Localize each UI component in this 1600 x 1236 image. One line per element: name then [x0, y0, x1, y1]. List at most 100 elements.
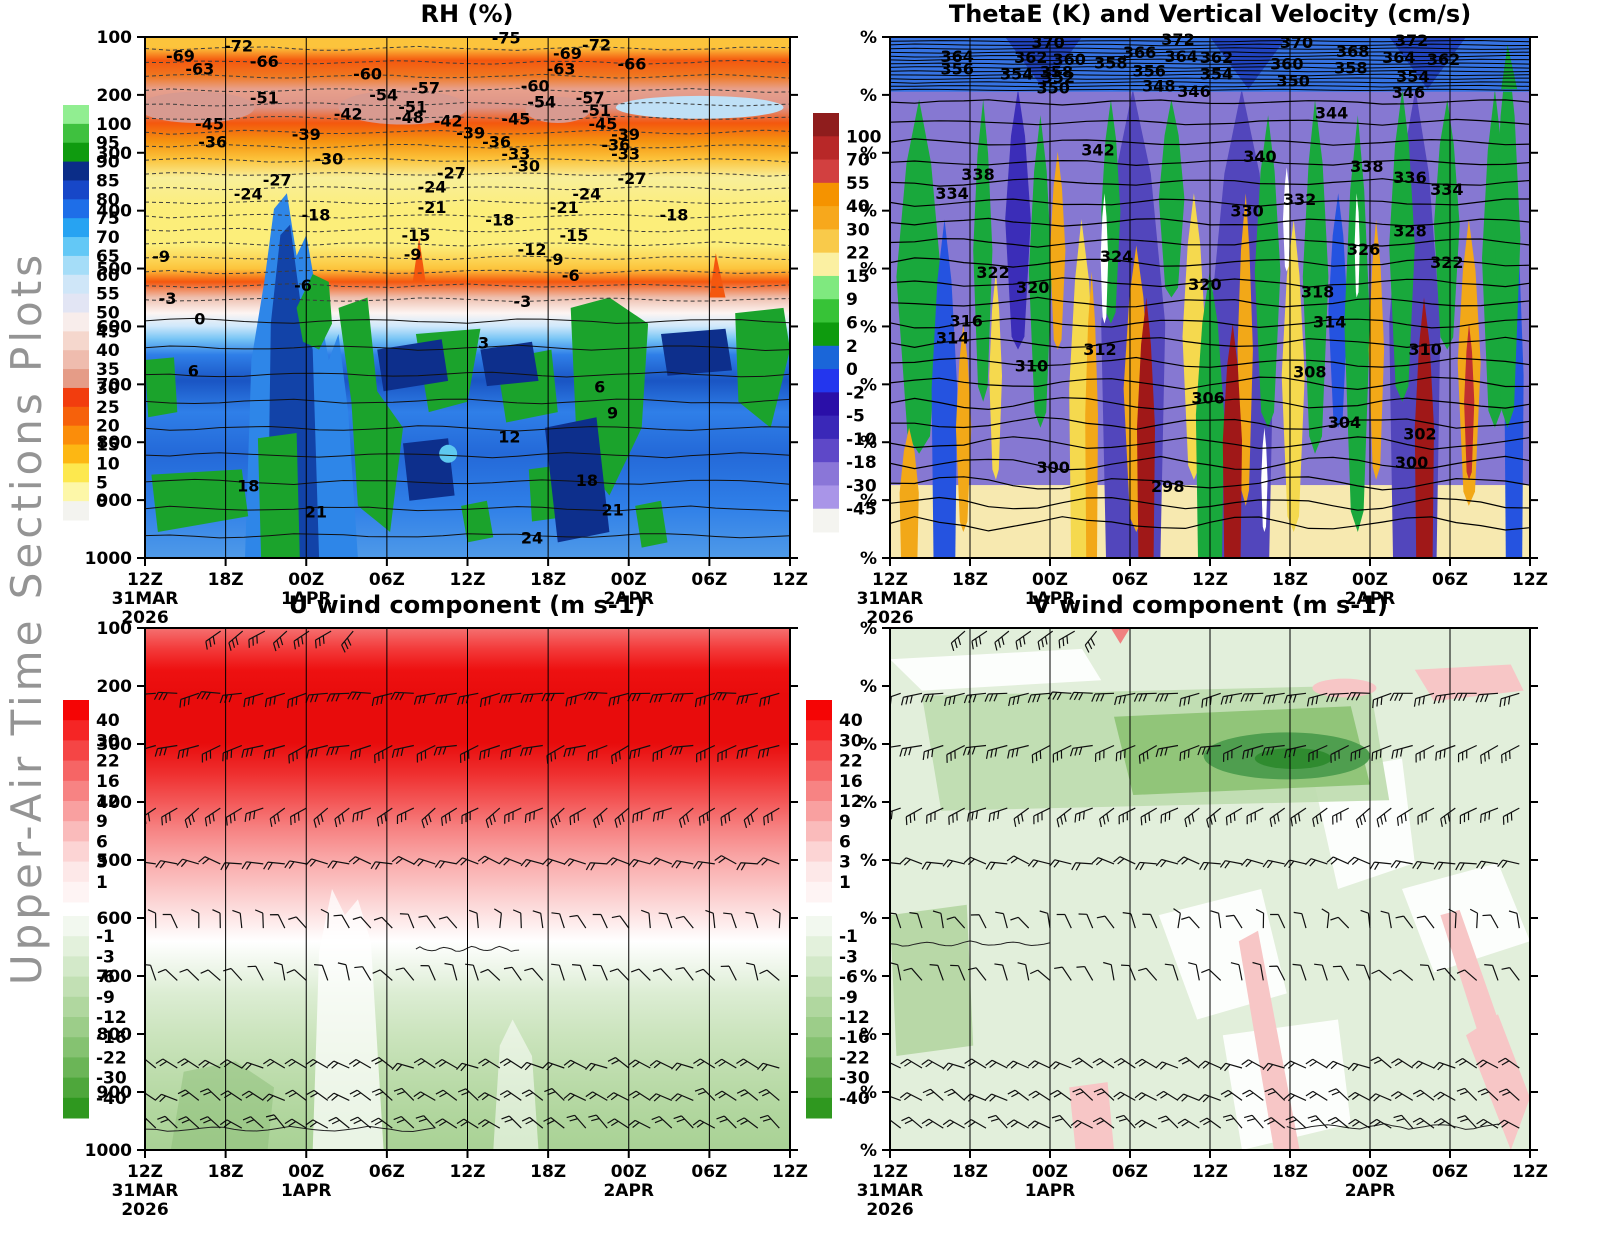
colorbar-label: 22 — [96, 752, 120, 772]
contour-label: -63 — [185, 60, 214, 79]
wind-barb — [763, 807, 780, 826]
wind-barb — [971, 630, 988, 650]
wind-barb — [1369, 1118, 1392, 1129]
wind-barb — [157, 968, 178, 981]
wind-barb — [241, 861, 264, 870]
x-tick-label: 06Z — [691, 570, 727, 590]
contour-label: 314 — [1313, 313, 1346, 332]
wind-barb — [244, 807, 264, 822]
wind-barb — [903, 967, 923, 981]
contour-label: 12 — [498, 427, 520, 446]
x-tick-label: 06Z — [369, 570, 405, 590]
contour-label: -54 — [527, 92, 556, 111]
wind-barb — [176, 858, 199, 868]
contour-label: -39 — [611, 125, 640, 144]
contour-label: -45 — [588, 115, 617, 134]
wind-barb — [1006, 855, 1029, 865]
wind-barb — [479, 692, 500, 708]
y-tick-label: % — [860, 1141, 877, 1161]
colorbar-swatch — [806, 760, 832, 782]
wind-barb — [929, 964, 944, 981]
wind-barb — [228, 630, 244, 651]
contour-label: 346 — [1177, 82, 1210, 101]
wind-barb — [1135, 861, 1157, 871]
wind-barb — [921, 1118, 944, 1129]
wind-barb — [1476, 1059, 1499, 1069]
wind-barb — [713, 692, 737, 701]
wind-barb — [225, 807, 243, 826]
contour-label: 344 — [1315, 103, 1348, 122]
wind-barb — [563, 1092, 587, 1101]
wind-barb — [1015, 630, 1032, 650]
y-tick-label: 1000 — [85, 549, 132, 569]
wind-barb — [348, 1058, 372, 1069]
contour-label: 324 — [1100, 247, 1133, 266]
wind-barb — [628, 1119, 651, 1129]
wind-barb — [370, 861, 393, 870]
wind-barb — [926, 807, 944, 824]
wind-barb — [611, 744, 630, 765]
wind-barb — [1440, 807, 1456, 827]
wind-barb — [994, 630, 1010, 651]
colorbar-label: 85 — [96, 171, 120, 191]
colorbar-swatch — [806, 916, 832, 937]
contour-label: 304 — [1328, 413, 1361, 432]
wind-barbs — [145, 630, 781, 1129]
wind-barb — [512, 909, 522, 929]
y-tick-label: 500 — [97, 851, 133, 871]
wind-barb — [198, 856, 221, 865]
wind-barb — [1484, 964, 1499, 981]
wind-barb — [592, 964, 608, 981]
wind-barb — [736, 692, 758, 705]
wind-barb — [587, 744, 608, 761]
wind-barb — [503, 966, 522, 981]
panel-uwind: U wind component (m s-1) 100 200 300 400 500… — [63, 591, 808, 1220]
wind-barb — [628, 1059, 651, 1069]
wind-barb — [254, 909, 264, 929]
wind-barb — [900, 692, 923, 706]
wind-barb — [415, 1115, 436, 1129]
wind-barb — [456, 1062, 479, 1072]
wind-barb — [585, 1062, 608, 1072]
wind-barb — [944, 692, 965, 707]
contour-label: -24 — [572, 185, 601, 204]
wind-barb — [611, 915, 630, 929]
wind-barb — [714, 1058, 737, 1069]
wind-barb — [962, 744, 987, 756]
wind-barb — [372, 969, 393, 981]
wind-barb — [1173, 908, 1181, 929]
wind-barb — [772, 908, 781, 929]
wind-barb — [736, 1089, 759, 1101]
colorbar-label: 70 — [846, 151, 870, 171]
x-year-label: 2026 — [121, 608, 168, 628]
wind-barb — [1198, 1094, 1221, 1103]
contour-label: 358 — [1040, 63, 1073, 82]
wind-barb — [499, 1090, 522, 1101]
field-shape — [1100, 193, 1109, 324]
x-date-label: 31MAR — [857, 589, 924, 609]
wind-barb — [161, 807, 178, 826]
wind-barb — [593, 807, 608, 829]
x-tick-label: 12Z — [127, 1162, 163, 1182]
colorbar-label: 16 — [96, 772, 120, 792]
colorbar-label: -22 — [96, 1048, 127, 1068]
wind-barb — [1070, 1119, 1093, 1129]
contour-label: -72 — [582, 36, 611, 55]
colorbar-swatch — [63, 255, 89, 276]
colorbar-swatch — [63, 199, 89, 219]
wind-barb — [890, 807, 901, 823]
field-shape — [931, 219, 958, 558]
wind-barb — [696, 744, 716, 763]
wind-barb — [607, 1118, 630, 1129]
wind-barb — [1372, 692, 1392, 709]
wind-barb — [305, 1058, 329, 1069]
contour-labels: -75-72 -72-69 -69-66 -66-63 -63-60-60-57-57-… — [152, 28, 688, 547]
colorbar-swatch — [63, 801, 89, 822]
contour-label: 18 — [237, 476, 259, 495]
wind-barb — [759, 969, 780, 981]
wind-barb — [328, 1116, 350, 1129]
wind-barb — [1007, 1089, 1030, 1101]
colorbar-swatch — [806, 956, 832, 978]
